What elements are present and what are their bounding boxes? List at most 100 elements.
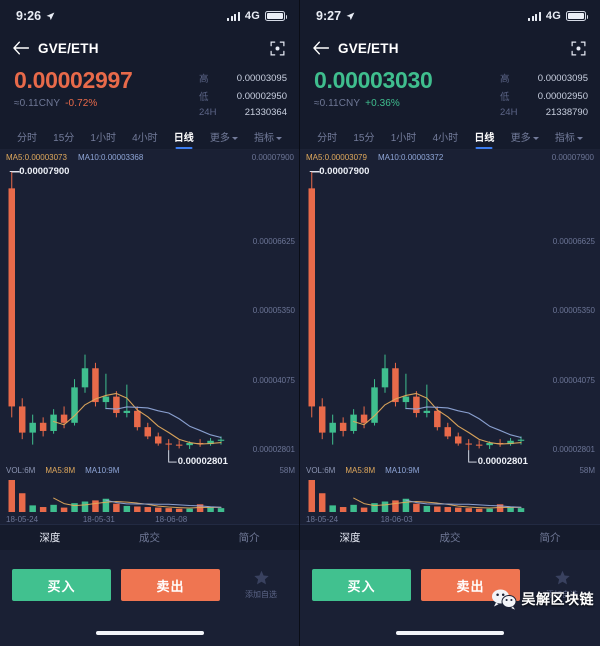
market-stats: 高 0.00003095 低 0.00002950 24H 21330364 xyxy=(199,67,287,122)
kline-svg xyxy=(8,171,225,512)
signal-bars-icon xyxy=(227,11,240,21)
interval-tab-label: 指标 xyxy=(554,133,575,144)
interval-tab-2[interactable]: 1小时 xyxy=(82,124,124,150)
interval-tab-label: 分时 xyxy=(317,133,338,144)
volume-axis-max-label: 58M xyxy=(279,466,295,475)
buy-button[interactable]: 买入 xyxy=(12,569,111,601)
interval-tab-3[interactable]: 4小时 xyxy=(424,124,466,150)
price-summary: 0.00003030 ≈0.11CNY +0.36% 高 0.00003095 低… xyxy=(300,64,600,124)
interval-tab-label: 4小时 xyxy=(432,133,459,144)
interval-tab-label: 15分 xyxy=(53,133,75,144)
status-time: 9:26 xyxy=(16,9,42,23)
interval-tab-bar: 分时 15分 1小时 4小时 日线 更多 指标 xyxy=(300,124,600,150)
network-type-label: 4G xyxy=(545,10,561,22)
interval-tab-4[interactable]: 日线 xyxy=(166,124,202,150)
interval-tab-3[interactable]: 4小时 xyxy=(124,124,166,150)
phone-screen: 9:26 4G GVE/ETH xyxy=(0,0,300,646)
stat-value-high: 0.00003095 xyxy=(537,72,588,84)
add-favorite-button[interactable]: 添加自选 xyxy=(235,570,287,600)
page-title: GVE/ETH xyxy=(338,40,399,56)
bottom-tab-2[interactable]: 简介 xyxy=(238,532,260,544)
interval-tab-label: 1小时 xyxy=(390,133,417,144)
interval-tab-label: 更多 xyxy=(209,133,230,144)
battery-icon xyxy=(566,11,588,21)
home-indicator-bar xyxy=(300,620,600,646)
interval-tab-6[interactable]: 指标 xyxy=(246,124,290,150)
add-favorite-button[interactable]: 添加自选 xyxy=(536,570,588,600)
price-secondary-line: ≈0.11CNY -0.72% xyxy=(14,98,133,109)
status-bar-right: 4G xyxy=(227,10,287,22)
bottom-tab-1[interactable]: 成交 xyxy=(439,532,461,544)
add-favorite-label: 添加自选 xyxy=(245,590,277,599)
market-stats: 高 0.00003095 低 0.00002950 24H 21338790 xyxy=(500,67,588,122)
bottom-tab-1[interactable]: 成交 xyxy=(139,532,160,544)
interval-tab-5[interactable]: 更多 xyxy=(503,124,547,150)
interval-tab-label: 1小时 xyxy=(90,133,116,144)
price-cny-approx: ≈0.11CNY xyxy=(314,98,361,109)
home-indicator[interactable] xyxy=(396,631,504,635)
status-time: 9:27 xyxy=(316,9,342,23)
volume-axis-max-label: 58M xyxy=(579,466,595,475)
sell-button[interactable]: 卖出 xyxy=(121,569,220,601)
stat-value-high: 0.00003095 xyxy=(236,72,287,84)
bottom-tab-bar: 深度 成交 简介 xyxy=(300,524,600,550)
price-secondary-line: ≈0.11CNY +0.36% xyxy=(314,98,433,109)
interval-tab-label: 日线 xyxy=(474,133,495,144)
status-bar: 9:27 4G xyxy=(300,0,600,32)
interval-tab-0[interactable]: 分时 xyxy=(309,124,345,150)
interval-tab-2[interactable]: 1小时 xyxy=(383,124,425,150)
action-bar: 买入 卖出 添加自选 xyxy=(0,550,299,620)
bottom-tab-2[interactable]: 简介 xyxy=(539,532,561,544)
chevron-down-icon xyxy=(275,137,282,140)
back-arrow-icon[interactable] xyxy=(13,41,29,55)
price-main-block: 0.00003030 ≈0.11CNY +0.36% xyxy=(314,67,433,109)
interval-tab-1[interactable]: 15分 xyxy=(45,124,82,150)
stat-row-high: 高 0.00003095 xyxy=(500,71,588,86)
network-type-label: 4G xyxy=(244,10,260,22)
stat-label-volume24h: 24H xyxy=(500,107,518,118)
interval-tab-5[interactable]: 更多 xyxy=(202,124,246,150)
status-bar: 9:26 4G xyxy=(0,0,299,32)
signal-bars-icon xyxy=(528,11,541,21)
chevron-down-icon xyxy=(532,137,539,140)
star-icon xyxy=(554,570,570,585)
chevron-down-icon xyxy=(576,137,583,140)
add-favorite-label: 添加自选 xyxy=(546,590,578,599)
sell-button[interactable]: 卖出 xyxy=(421,569,520,601)
stat-row-low: 低 0.00002950 xyxy=(500,89,588,104)
kline-chart[interactable]: MA5:0.00003079 MA10:0.00003372 0.00007900 0… xyxy=(300,150,600,524)
bottom-tab-0[interactable]: 深度 xyxy=(300,530,400,545)
interval-tab-label: 日线 xyxy=(173,133,194,144)
interval-tab-6[interactable]: 指标 xyxy=(547,124,591,150)
interval-tab-bar: 分时 15分 1小时 4小时 日线 更多 指标 xyxy=(0,124,299,150)
interval-tab-label: 15分 xyxy=(353,133,375,144)
interval-tab-label: 4小时 xyxy=(132,133,158,144)
phone-screen: 9:27 4G GVE/ETH xyxy=(300,0,600,646)
stat-row-volume24h: 24H 21338790 xyxy=(500,107,588,118)
price-cny-approx: ≈0.11CNY xyxy=(14,98,61,109)
price-main-block: 0.00002997 ≈0.11CNY -0.72% xyxy=(14,67,133,109)
interval-tab-4[interactable]: 日线 xyxy=(466,124,502,150)
back-arrow-icon[interactable] xyxy=(313,41,329,55)
stat-row-volume24h: 24H 21330364 xyxy=(199,107,287,118)
kline-chart[interactable]: MA5:0.00003073 MA10:0.00003368 0.00007900 0… xyxy=(0,150,299,524)
stat-value-volume24h: 21330364 xyxy=(244,107,287,118)
buy-button[interactable]: 买入 xyxy=(312,569,411,601)
interval-tab-1[interactable]: 15分 xyxy=(345,124,382,150)
nav-bar: GVE/ETH xyxy=(0,32,299,64)
interval-tab-0[interactable]: 分时 xyxy=(9,124,45,150)
bottom-tab-0[interactable]: 深度 xyxy=(0,530,100,545)
home-indicator[interactable] xyxy=(95,631,204,635)
price-change-percent: -0.72% xyxy=(65,98,98,109)
stat-value-low: 0.00002950 xyxy=(537,90,588,102)
stat-value-volume24h: 21338790 xyxy=(545,107,588,118)
stat-label-low: 低 xyxy=(199,92,209,103)
fullscreen-icon[interactable] xyxy=(571,41,586,56)
status-bar-right: 4G xyxy=(528,10,588,22)
last-price: 0.00003030 xyxy=(314,67,433,93)
price-change-percent: +0.36% xyxy=(365,98,400,109)
last-price: 0.00002997 xyxy=(14,67,133,93)
page-title: GVE/ETH xyxy=(38,40,99,56)
fullscreen-icon[interactable] xyxy=(270,41,285,56)
